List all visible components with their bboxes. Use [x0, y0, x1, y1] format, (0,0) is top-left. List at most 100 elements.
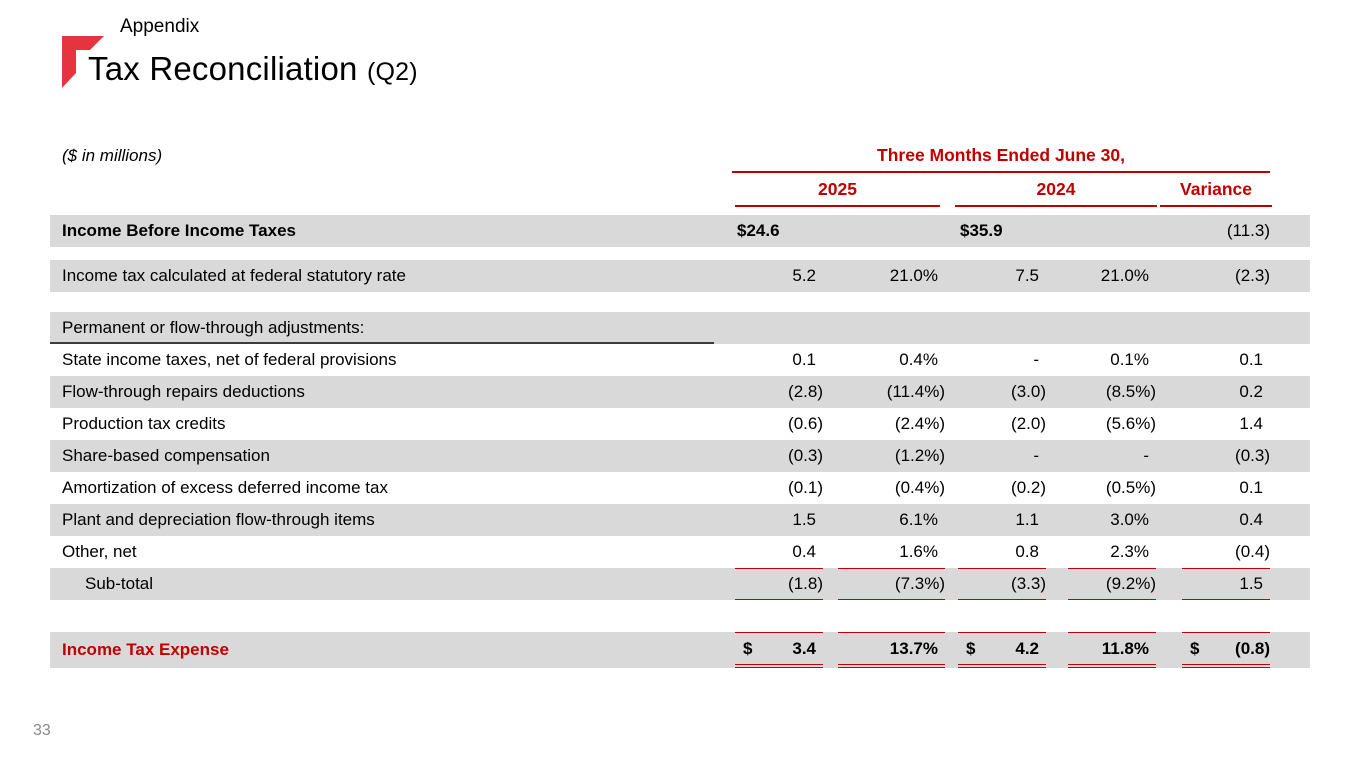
row-label: Amortization of excess deferred income t…: [62, 478, 388, 497]
table-cell: (2.0): [1011, 414, 1046, 433]
table-cell: (0.3): [788, 446, 823, 465]
table-cell: 1.5: [1182, 568, 1270, 600]
col-header-2024: 2024: [955, 179, 1157, 207]
table-row: Production tax credits (0.6) (2.4%) (2.0…: [50, 408, 1310, 440]
table-cell: -: [1143, 446, 1149, 465]
table-row: Income Before Income Taxes $24.6 $35.9 (…: [50, 215, 1310, 247]
table-cell: (0.3): [1235, 446, 1270, 465]
table-row: Amortization of excess deferred income t…: [50, 472, 1310, 504]
page-number: 33: [33, 722, 51, 739]
row-spacer: [50, 247, 1310, 260]
table-cell: (9.2%): [1068, 568, 1156, 600]
table-cell: (8.5%): [1105, 382, 1156, 401]
table-cell: (11.3): [1226, 221, 1270, 240]
table-cell: 1.1: [1015, 510, 1039, 529]
table-cell: (2.3): [1235, 266, 1270, 285]
cell-2024-amount: $ 4.2: [958, 632, 1046, 668]
page-title-text: Tax Reconciliation: [88, 50, 358, 87]
cell-value: (0.8): [1235, 639, 1270, 658]
row-label: Share-based compensation: [62, 446, 270, 465]
table-cell: 7.5: [1015, 266, 1039, 285]
table-cell: $35.9: [960, 221, 1003, 240]
col-header-2025: 2025: [735, 179, 940, 207]
table-cell: (0.2): [1011, 478, 1046, 497]
table-cell: [1068, 215, 1156, 247]
dollar-sign: $: [1190, 639, 1200, 658]
units-note: ($ in millions): [62, 146, 163, 165]
table-cell: 1.6%: [899, 542, 938, 561]
table-cell: (0.4): [1235, 542, 1270, 561]
table-cell: 0.4: [1239, 510, 1263, 529]
table-cell: $24.6: [737, 221, 780, 240]
table-cell: (0.6): [788, 414, 823, 433]
table-cell: (3.3): [958, 568, 1046, 600]
cell-2025-amount: $ 3.4: [735, 632, 823, 668]
table-cell: -: [1033, 350, 1039, 369]
table-cell: (2.4%): [894, 414, 945, 433]
row-spacer: [50, 292, 1310, 312]
section-eyebrow: Appendix: [120, 16, 200, 37]
row-label: Other, net: [62, 542, 137, 561]
table-cell: (1.8): [735, 568, 823, 600]
table-cell: (0.5%): [1105, 478, 1156, 497]
table-body: Income Before Income Taxes $24.6 $35.9 (…: [50, 215, 1310, 668]
table-cell: (2.8): [788, 382, 823, 401]
table-cell: (0.1): [788, 478, 823, 497]
table-row: Flow-through repairs deductions (2.8) (1…: [50, 376, 1310, 408]
page-title: Tax Reconciliation (Q2): [88, 50, 418, 88]
table-cell: 0.1%: [1110, 350, 1149, 369]
dollar-sign: $: [743, 639, 753, 658]
table-cell: 0.2: [1239, 382, 1263, 401]
table-cell: (7.3%): [838, 568, 945, 600]
table-cell: 6.1%: [899, 510, 938, 529]
cell-value: 4.2: [1015, 639, 1039, 658]
cell-variance: $ (0.8): [1182, 632, 1270, 668]
table-row: State income taxes, net of federal provi…: [50, 344, 1310, 376]
table-row: Plant and depreciation flow-through item…: [50, 504, 1310, 536]
total-row: Income Tax Expense $ 3.4 13.7% $ 4.2 11.…: [50, 632, 1310, 668]
table-cell: 0.4: [792, 542, 816, 561]
cell-2024-rate: 11.8%: [1068, 632, 1156, 668]
row-label: Income Tax Expense: [62, 640, 229, 659]
table-row: Share-based compensation (0.3) (1.2%) - …: [50, 440, 1310, 472]
subtotal-row: Sub-total (1.8) (7.3%) (3.3) (9.2%) 1.5: [50, 568, 1310, 600]
table-cell: 21.0%: [1100, 266, 1149, 285]
table-group-header: Three Months Ended June 30,: [732, 145, 1270, 173]
table-cell: 21.0%: [889, 266, 938, 285]
table-cell: 0.1: [1239, 478, 1263, 497]
corner-arrow-logo-icon: [62, 36, 110, 88]
table-row: Income tax calculated at federal statuto…: [50, 260, 1310, 292]
row-label: Income tax calculated at federal statuto…: [62, 266, 406, 285]
table-cell: 0.1: [792, 350, 816, 369]
table-cell: (3.0): [1011, 382, 1046, 401]
table-cell: (0.4%): [894, 478, 945, 497]
row-label: Flow-through repairs deductions: [62, 382, 305, 401]
cell-value: 3.4: [792, 639, 816, 658]
col-header-variance: Variance: [1160, 179, 1272, 207]
table-row: Other, net 0.4 1.6% 0.8 2.3% (0.4): [50, 536, 1310, 568]
row-label: State income taxes, net of federal provi…: [62, 350, 397, 369]
table-cell: 0.8: [1015, 542, 1039, 561]
cell-2025-rate: 13.7%: [838, 632, 945, 668]
row-label: Sub-total: [85, 574, 154, 593]
table-cell: (1.2%): [894, 446, 945, 465]
table-cell: 0.4%: [899, 350, 938, 369]
table-cell: 2.3%: [1110, 542, 1149, 561]
table-cell: 0.1: [1239, 350, 1263, 369]
table-row: Permanent or flow-through adjustments:: [50, 312, 1310, 344]
dollar-sign: $: [966, 639, 976, 658]
row-label: Income Before Income Taxes: [62, 221, 296, 240]
table-cell: (11.4%): [886, 382, 945, 401]
table-cell: 1.5: [792, 510, 816, 529]
row-spacer: [50, 600, 1310, 632]
table-cell: 3.0%: [1110, 510, 1149, 529]
table-cell: (5.6%): [1105, 414, 1156, 433]
row-label: Plant and depreciation flow-through item…: [62, 510, 375, 529]
table-cell: -: [1033, 446, 1039, 465]
table-cell: 5.2: [792, 266, 816, 285]
row-label: Production tax credits: [62, 414, 226, 433]
table-cell: [838, 215, 945, 247]
page-title-suffix: (Q2): [366, 58, 418, 86]
table-cell: 1.4: [1239, 414, 1263, 433]
row-label: Permanent or flow-through adjustments:: [50, 312, 714, 344]
